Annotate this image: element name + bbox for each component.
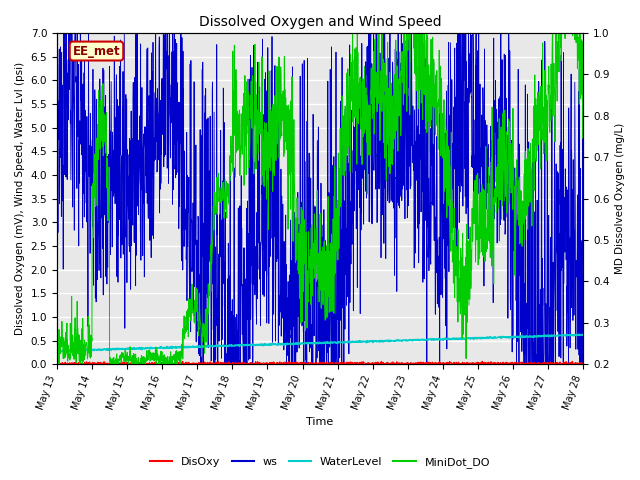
Y-axis label: Dissolved Oxygen (mV), Wind Speed, Water Lvl (psi): Dissolved Oxygen (mV), Wind Speed, Water… xyxy=(15,62,25,335)
Text: EE_met: EE_met xyxy=(73,45,120,58)
Legend: DisOxy, ws, WaterLevel, MiniDot_DO: DisOxy, ws, WaterLevel, MiniDot_DO xyxy=(145,452,495,472)
Title: Dissolved Oxygen and Wind Speed: Dissolved Oxygen and Wind Speed xyxy=(199,15,442,29)
Y-axis label: MD Dissolved Oxygen (mg/L): MD Dissolved Oxygen (mg/L) xyxy=(615,123,625,274)
X-axis label: Time: Time xyxy=(307,417,333,427)
